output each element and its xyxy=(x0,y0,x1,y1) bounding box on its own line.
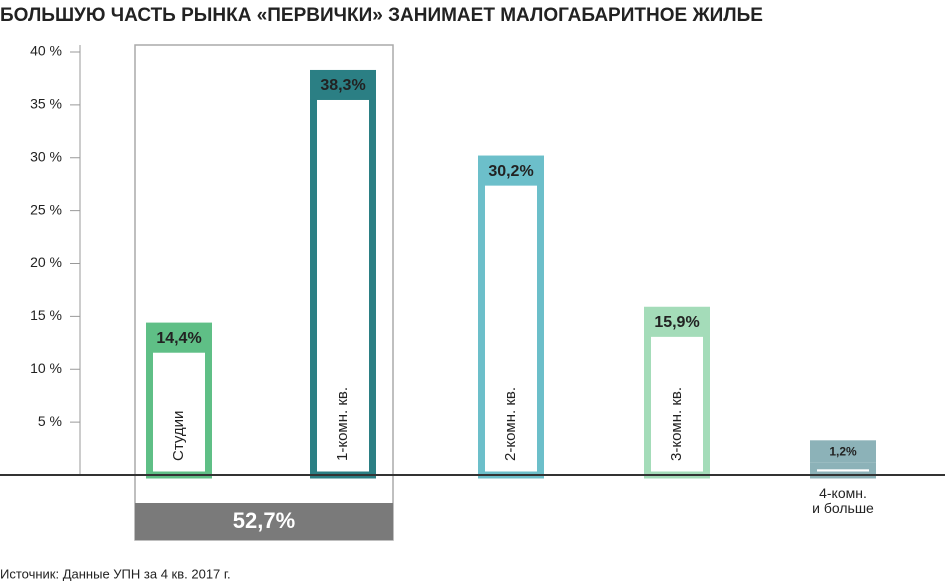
category-label: 3-комн. кв. xyxy=(668,387,685,461)
chart-title: БОЛЬШУЮ ЧАСТЬ РЫНКА «ПЕРВИЧКИ» ЗАНИМАЕТ … xyxy=(0,5,763,26)
group-band xyxy=(135,503,393,540)
group-label: 52,7% xyxy=(233,508,295,533)
y-tick-label: 15 % xyxy=(30,307,62,323)
value-label: 1,2% xyxy=(829,444,857,458)
bar xyxy=(810,462,876,479)
source-note: Источник: Данные УПН за 4 кв. 2017 г. xyxy=(0,566,231,581)
y-tick-label: 20 % xyxy=(30,254,62,270)
value-label: 38,3% xyxy=(320,77,365,94)
y-tick-label: 10 % xyxy=(30,360,62,376)
y-tick-label: 40 % xyxy=(30,43,62,59)
category-label: 2-комн. кв. xyxy=(502,387,519,461)
y-tick-label: 25 % xyxy=(30,201,62,217)
category-label: 1-комн. кв. xyxy=(334,387,351,461)
value-label-box xyxy=(644,306,710,337)
value-label-box xyxy=(310,69,376,100)
value-label-box xyxy=(146,322,212,353)
value-label-box xyxy=(478,155,544,186)
value-label-box xyxy=(810,440,876,463)
value-label: 30,2% xyxy=(488,163,533,180)
value-label: 14,4% xyxy=(156,330,201,347)
y-tick-label: 30 % xyxy=(30,148,62,164)
category-label: 4-комн. и больше xyxy=(812,485,874,516)
value-label: 15,9% xyxy=(654,314,699,331)
y-tick-label: 35 % xyxy=(30,96,62,112)
category-label: Студии xyxy=(170,411,187,461)
y-tick-label: 5 % xyxy=(38,413,62,429)
